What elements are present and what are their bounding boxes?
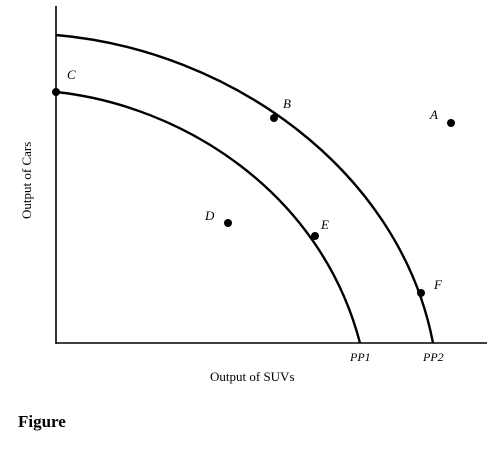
pp1-label: PP1 (349, 350, 371, 364)
point-b-dot (270, 114, 278, 122)
point-b-label: B (283, 96, 291, 111)
point-c-label: C (67, 67, 76, 82)
pp2-curve (55, 33, 435, 344)
point-e-dot (311, 232, 319, 240)
point-a-dot (447, 119, 455, 127)
point-a-label: A (429, 107, 438, 122)
point-f-dot (417, 289, 425, 297)
figure-caption: Figure (18, 412, 66, 431)
pp1-curve (55, 90, 362, 344)
point-e-label: E (320, 217, 329, 232)
point-f-label: F (433, 277, 443, 292)
x-axis-label: Output of SUVs (210, 369, 295, 384)
pp2-label: PP2 (422, 350, 444, 364)
point-c-dot (52, 88, 60, 96)
point-d-dot (224, 219, 232, 227)
y-axis-label: Output of Cars (19, 142, 34, 219)
point-d-label: D (204, 208, 215, 223)
